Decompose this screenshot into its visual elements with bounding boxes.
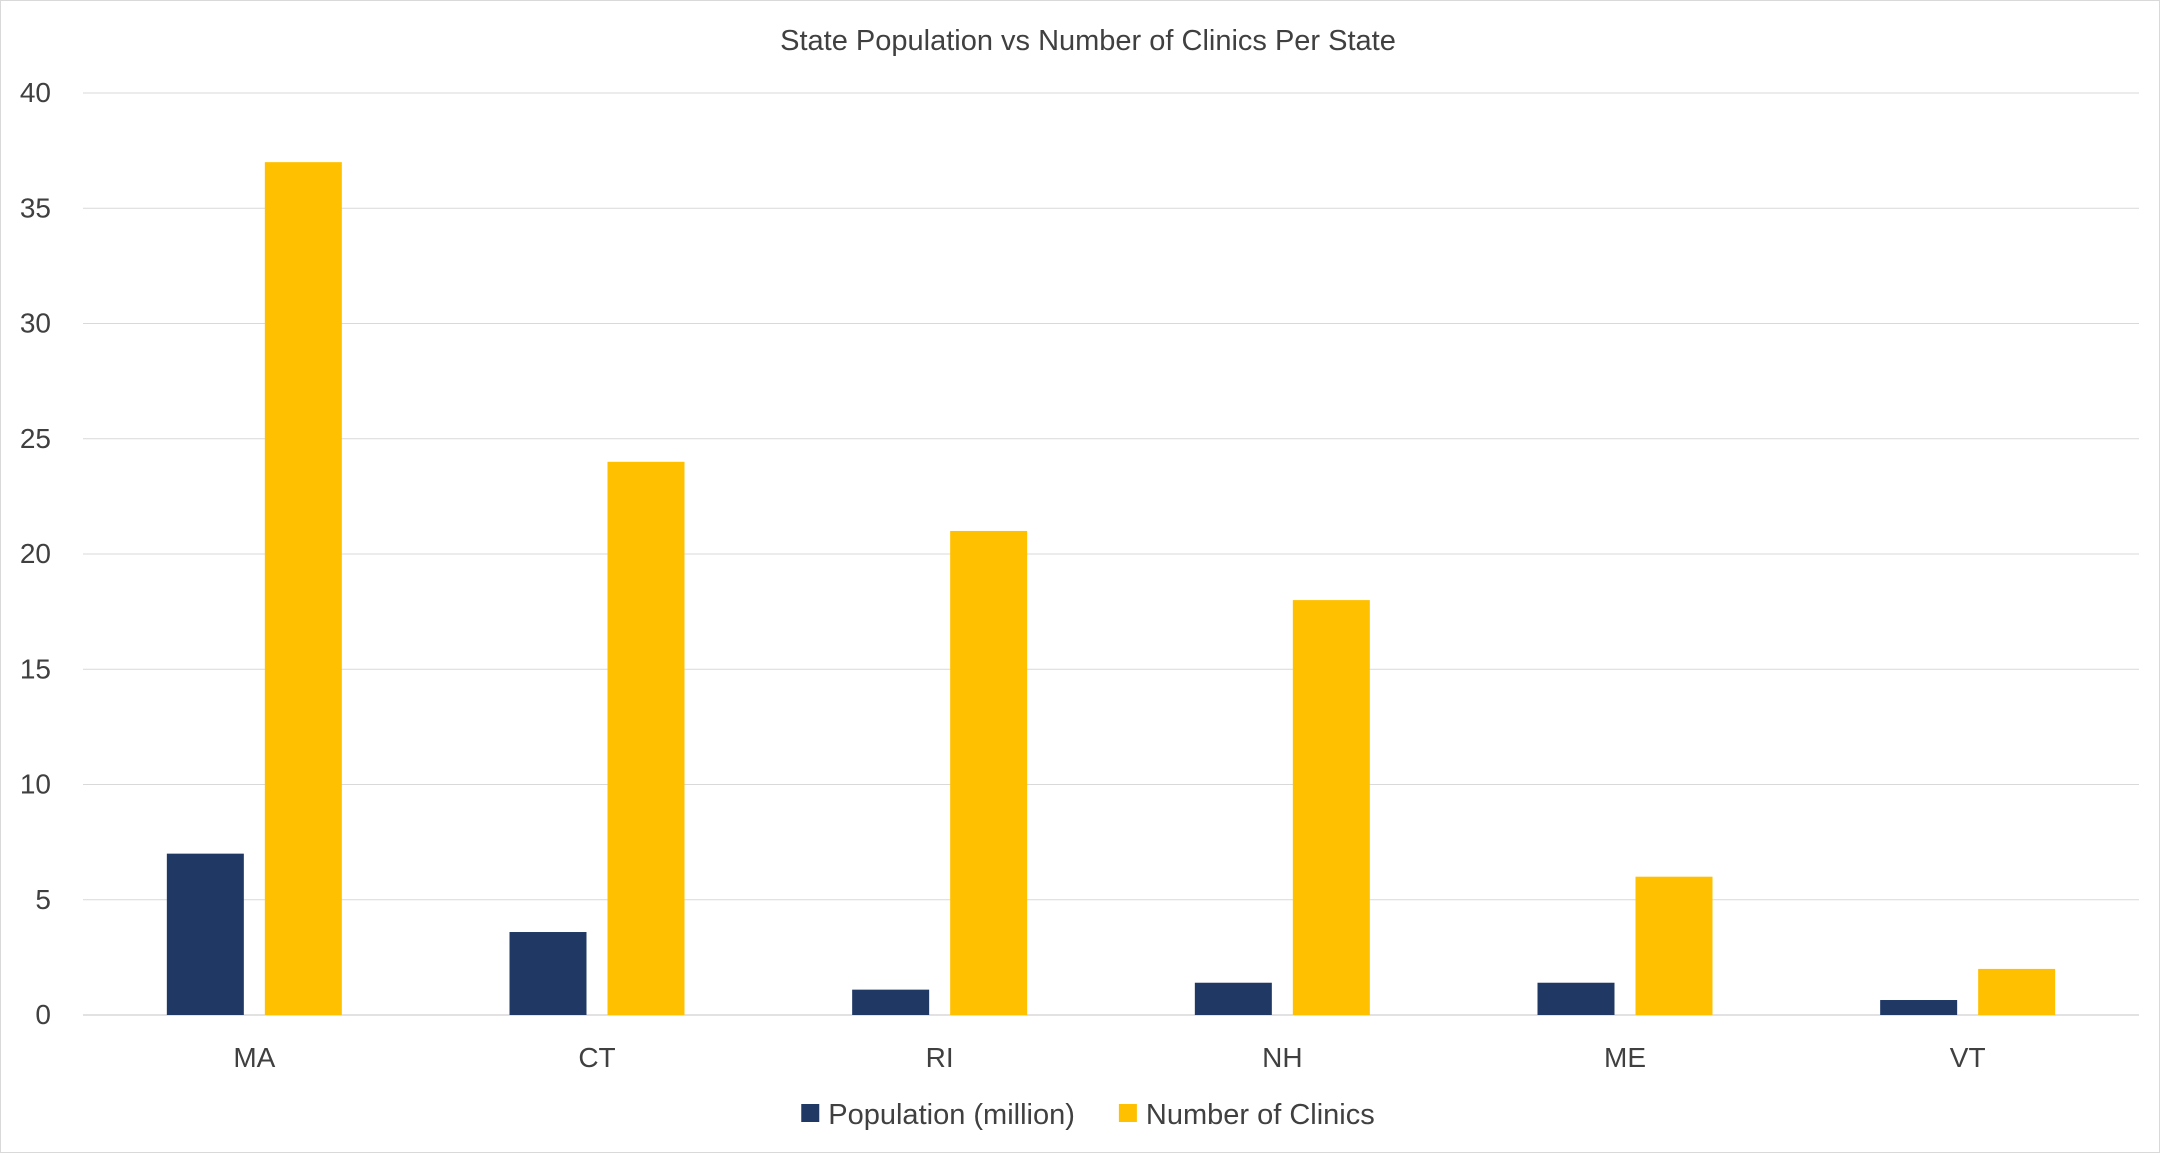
x-tick-label: MA [233, 1042, 275, 1073]
legend-swatch [801, 1104, 820, 1122]
x-axis-ticks: MA CT RI NH ME VT [233, 1042, 1985, 1073]
gridlines [83, 92, 2139, 1016]
bar-ri-series-1 [852, 989, 930, 1015]
y-tick-label: 15 [20, 653, 51, 684]
bar-nh-series-2 [1292, 600, 1370, 1015]
bar-nh-series-1 [1194, 982, 1272, 1015]
x-tick-label: ME [1604, 1042, 1646, 1073]
bars [166, 162, 2056, 1015]
y-tick-label: 30 [20, 308, 51, 339]
x-tick-label: CT [578, 1042, 615, 1073]
y-tick-label: 0 [35, 999, 51, 1030]
y-tick-label: 40 [20, 77, 51, 108]
chart-title: State Population vs Number of Clinics Pe… [780, 25, 1396, 57]
y-axis-ticks: 0 5 10 15 20 25 30 35 40 [20, 77, 51, 1030]
bar-vt-series-2 [1978, 968, 2056, 1015]
bar-ri-series-2 [950, 530, 1028, 1015]
x-tick-label: NH [1262, 1042, 1302, 1073]
y-tick-label: 5 [35, 884, 51, 915]
legend-label: Population (million) [828, 1099, 1075, 1131]
bar-ct-series-2 [607, 461, 685, 1015]
legend-label: Number of Clinics [1146, 1099, 1375, 1131]
bar-vt-series-1 [1880, 1000, 1958, 1015]
y-tick-label: 35 [20, 192, 51, 223]
legend-item: Number of Clinics [1118, 1099, 1375, 1131]
bar-me-series-1 [1537, 982, 1615, 1015]
legend-swatch [1118, 1104, 1137, 1122]
x-tick-label: RI [926, 1042, 954, 1073]
legend-item: Population (million) [801, 1099, 1075, 1131]
bar-me-series-2 [1635, 876, 1713, 1015]
legend: Population (million) Number of Clinics [801, 1099, 1375, 1131]
bar-ct-series-1 [509, 932, 587, 1015]
x-tick-label: VT [1950, 1042, 1986, 1073]
bar-ma-series-1 [166, 853, 244, 1015]
y-tick-label: 20 [20, 538, 51, 569]
y-tick-label: 25 [20, 423, 51, 454]
y-tick-label: 10 [20, 769, 51, 800]
bar-ma-series-2 [264, 162, 342, 1015]
